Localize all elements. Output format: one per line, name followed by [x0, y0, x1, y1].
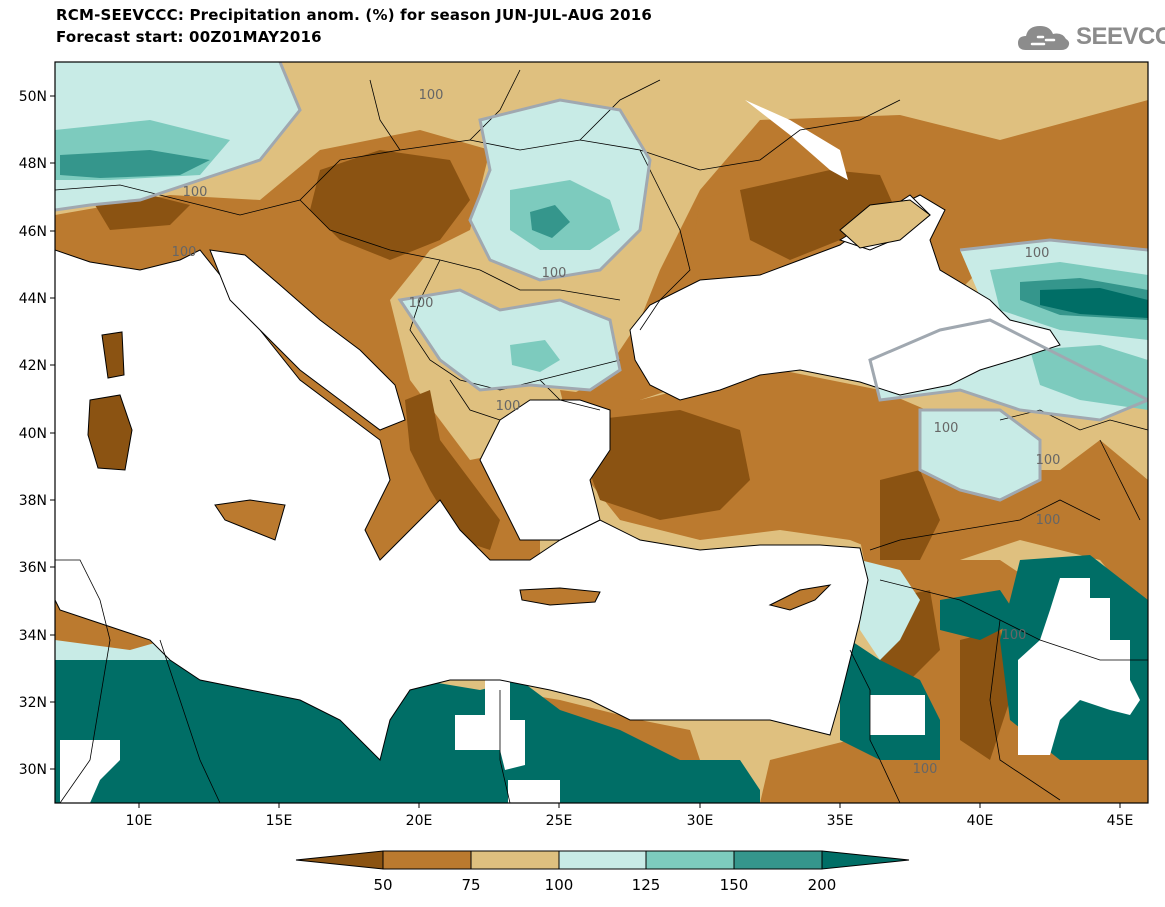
cloud-logo-icon — [1018, 26, 1070, 50]
legend-swatch-125-150 — [645, 850, 735, 870]
contour-label: 100 — [542, 266, 567, 281]
contour-label: 100 — [913, 762, 938, 777]
country-borders — [55, 69, 1148, 803]
aegean-sea — [479, 399, 611, 541]
longitude-axis: 10E 15E 20E 25E 30E 35E 40E 45E — [126, 803, 1134, 829]
lat-tick-label: 32N — [19, 695, 47, 711]
sardinia-island — [87, 394, 133, 471]
legend-swatch-above200 — [821, 850, 910, 870]
field-below50-greece — [405, 390, 500, 550]
field-below50-east-anatolia — [880, 470, 940, 560]
chart-title: RCM-SEEVCCC: Precipitation anom. (%) for… — [56, 6, 653, 24]
lat-tick-label: 38N — [19, 493, 47, 509]
contour-label: 100 — [1036, 453, 1061, 468]
field-above200-black-sea — [1040, 288, 1148, 318]
field-125-150-caucasus — [1030, 345, 1148, 410]
legend-label: 75 — [461, 876, 480, 894]
mediterranean-sea — [55, 249, 869, 761]
lat-tick-label: 48N — [19, 156, 47, 172]
field-above200-syria — [940, 590, 1020, 640]
lat-tick-label: 44N — [19, 291, 47, 307]
field-150-200-carpathians — [530, 205, 570, 238]
field-below50-russia — [740, 170, 900, 260]
field-125-150-carpathians — [510, 180, 620, 250]
lat-tick-label: 42N — [19, 358, 47, 374]
contour-label: 100 — [1025, 246, 1050, 261]
lon-tick-label: 25E — [546, 813, 573, 829]
crete-island — [519, 587, 601, 606]
contour-100-lines — [55, 62, 1148, 502]
legend-label: 100 — [545, 876, 574, 894]
contour-label: 100 — [172, 245, 197, 260]
contour-label: 100 — [1002, 628, 1027, 643]
seevccc-logo: SEEVCCC — [1016, 20, 1165, 54]
lat-tick-label: 50N — [19, 89, 47, 105]
legend-swatch-75-100 — [470, 850, 560, 870]
legend-swatch-50-75 — [382, 850, 472, 870]
legend-swatch-150-200 — [733, 850, 823, 870]
contour-label: 100 — [496, 399, 521, 414]
adriatic-sea — [209, 249, 406, 431]
contour-label: 100 — [419, 88, 444, 103]
legend-label: 150 — [720, 876, 749, 894]
lon-tick-label: 35E — [827, 813, 854, 829]
lat-tick-label: 40N — [19, 426, 47, 442]
lat-tick-label: 36N — [19, 560, 47, 576]
lat-tick-label: 46N — [19, 224, 47, 240]
forecast-start-subtitle: Forecast start: 00Z01MAY2016 — [56, 28, 322, 46]
latitude-axis: 50N 48N 46N 44N 42N 40N 38N 36N 34N 32N … — [19, 89, 55, 778]
field-nodata-algeria — [60, 740, 120, 803]
lat-tick-label: 30N — [19, 762, 47, 778]
map-field — [55, 62, 1148, 803]
contour-label: 100 — [409, 296, 434, 311]
sicily-island — [214, 499, 286, 541]
logo-text: SEEVCCC — [1076, 23, 1165, 50]
field-below50-alps — [95, 195, 190, 230]
contour-label: 100 — [934, 421, 959, 436]
lon-tick-label: 40E — [967, 813, 994, 829]
field-100-125-east-anatolia — [920, 410, 1040, 500]
contour-label: 100 — [1036, 513, 1061, 528]
legend-swatch-below50 — [295, 850, 384, 870]
field-150-200-alps — [60, 150, 210, 178]
cyprus-island — [768, 584, 832, 611]
legend-label: 200 — [808, 876, 837, 894]
crimea-peninsula — [839, 199, 931, 249]
contour-label: 100 — [183, 185, 208, 200]
lon-tick-label: 15E — [266, 813, 293, 829]
field-above200-africa — [55, 660, 760, 803]
field-100-125-levant — [860, 560, 920, 660]
corsica-island — [101, 331, 125, 379]
legend-label: 50 — [373, 876, 392, 894]
lon-tick-label: 45E — [1107, 813, 1134, 829]
field-100-125-bulgaria — [400, 290, 620, 390]
field-nodata-egypt — [508, 780, 560, 803]
lon-tick-label: 10E — [126, 813, 153, 829]
lat-tick-label: 34N — [19, 628, 47, 644]
colorbar-legend: 50 75 100 125 150 200 — [295, 850, 910, 894]
field-below50-hungary — [310, 150, 470, 260]
field-125-150-bulgaria — [510, 340, 560, 372]
lon-tick-label: 20E — [406, 813, 433, 829]
field-nodata-iraq — [1018, 578, 1140, 755]
contour-labels: 100 100 100 100 100 100 100 100 100 100 … — [172, 88, 1061, 777]
field-nodata-ukraine — [745, 100, 848, 180]
lon-tick-label: 30E — [687, 813, 714, 829]
field-below50-iraq — [960, 630, 1010, 760]
legend-swatch-100-125 — [558, 850, 647, 870]
field-nodata-sinai — [870, 695, 925, 735]
black-sea — [629, 194, 1061, 401]
legend-label: 125 — [632, 876, 661, 894]
field-nodata-libya — [455, 680, 525, 770]
field-below50-anatolia — [585, 410, 750, 520]
